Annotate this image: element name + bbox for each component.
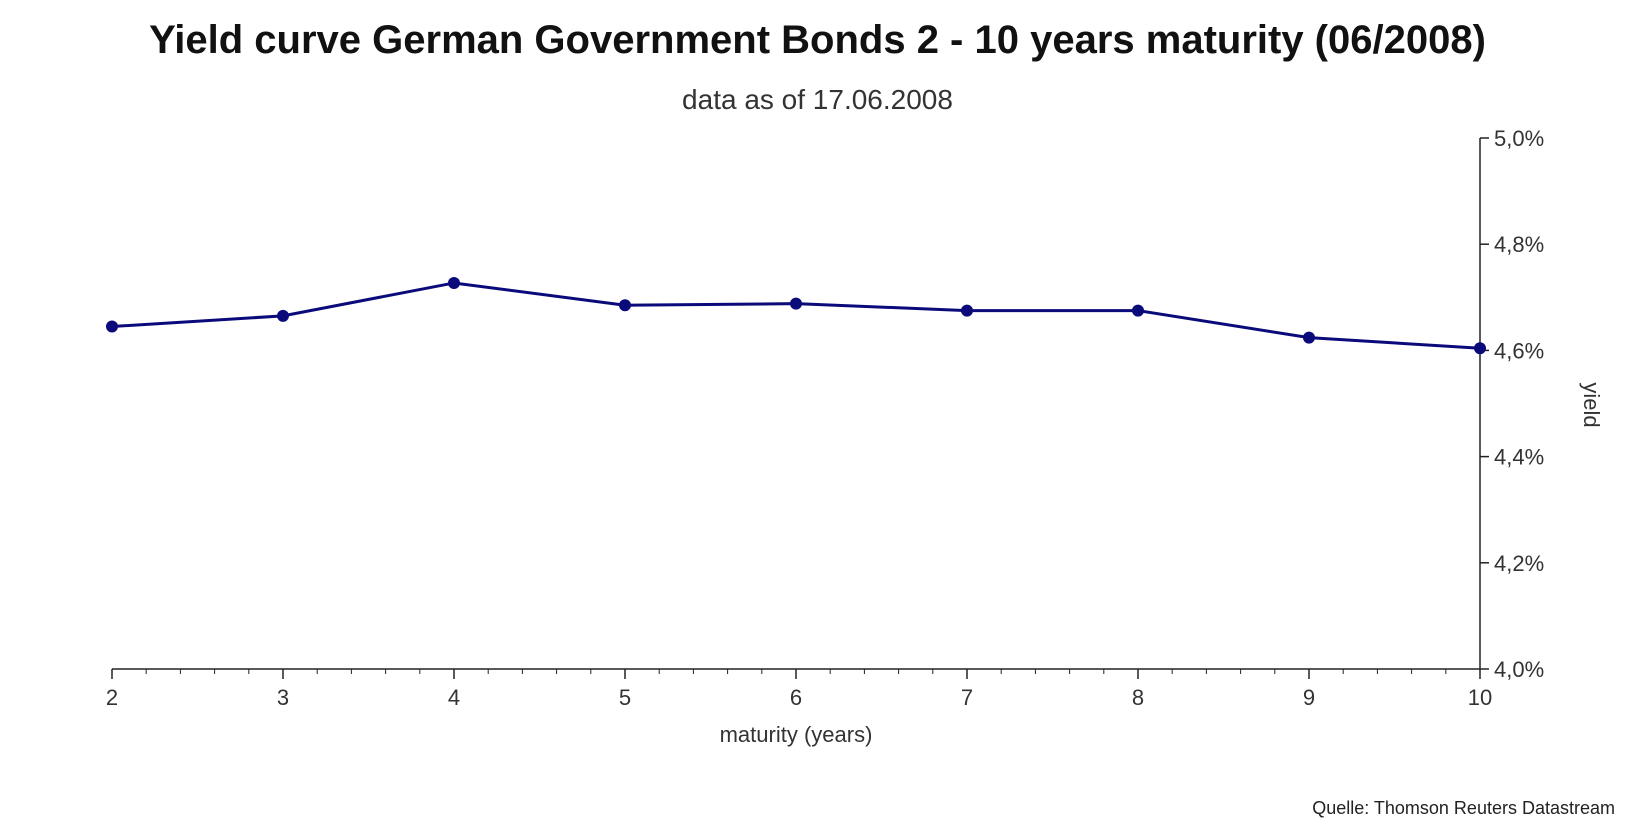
chart-title: Yield curve German Government Bonds 2 - …: [149, 18, 1486, 62]
x-tick-label: 7: [961, 685, 973, 710]
data-point: [1132, 304, 1144, 317]
data-point: [790, 297, 802, 310]
chart-subtitle: data as of 17.06.2008: [682, 84, 953, 115]
data-point: [448, 276, 460, 289]
y-tick-label: 4,0%: [1494, 657, 1544, 682]
x-axis-label: maturity (years): [720, 722, 873, 747]
y-tick-label: 5,0%: [1494, 126, 1544, 151]
x-tick-label: 5: [619, 685, 631, 710]
x-tick-label: 3: [277, 685, 289, 710]
x-tick-label: 8: [1132, 685, 1144, 710]
y-tick-label: 4,2%: [1494, 551, 1544, 576]
chart-axes: 2 3 4 5 6 7 8 9 104,0% 4,2% 4,4% 4,6% 4,8% 5,0%: [106, 126, 1544, 710]
series-group: [106, 276, 1486, 355]
y-tick-label: 4,8%: [1494, 232, 1544, 257]
x-tick-label: 9: [1303, 685, 1315, 710]
x-tick-label: 4: [448, 685, 460, 710]
y-tick-label: 4,4%: [1494, 445, 1544, 470]
data-point: [1474, 342, 1486, 355]
data-point: [619, 299, 631, 312]
y-tick-label: 4,6%: [1494, 338, 1544, 363]
source-note: Quelle: Thomson Reuters Datastream: [1312, 798, 1615, 818]
series-line: [111, 281, 1481, 350]
data-point: [277, 309, 289, 322]
y-axis-label: yield: [1579, 382, 1604, 427]
x-tick-label: 6: [790, 685, 802, 710]
data-point: [961, 304, 973, 317]
data-point: [106, 320, 118, 333]
x-tick-label: 2: [106, 685, 118, 710]
data-point: [1303, 331, 1315, 344]
x-tick-label: 10: [1468, 685, 1492, 710]
